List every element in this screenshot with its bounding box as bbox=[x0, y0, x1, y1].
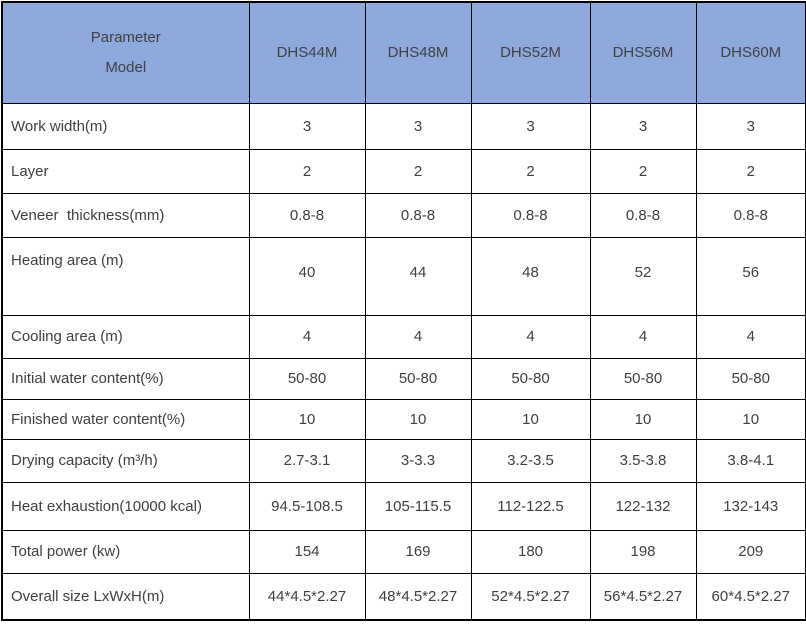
cell-value: 169 bbox=[364, 529, 472, 574]
row-label: Cooling area (m) bbox=[1, 314, 250, 359]
cell-value: 3.2-3.5 bbox=[470, 438, 591, 483]
row-label: Veneer thickness(mm) bbox=[1, 192, 250, 238]
table-row: Heat exhaustion(10000 kcal) 94.5-108.5 105… bbox=[1, 481, 806, 531]
cell-value: 44 bbox=[364, 236, 472, 316]
model-header-dhs56m: DHS56M bbox=[589, 1, 697, 104]
cell-value: 10 bbox=[695, 398, 806, 440]
cell-value: 10 bbox=[470, 398, 591, 440]
cell-value: 2 bbox=[589, 148, 697, 194]
cell-value: 52 bbox=[589, 236, 697, 316]
cell-value: 50-80 bbox=[695, 357, 806, 400]
cell-value: 209 bbox=[695, 529, 806, 574]
cell-value: 2.7-3.1 bbox=[248, 438, 366, 483]
model-header-dhs60m: DHS60M bbox=[695, 1, 806, 104]
table-row: Drying capacity (m³/h) 2.7-3.1 3-3.3 3.2-3.… bbox=[1, 438, 806, 483]
table-row: Layer 2 2 2 2 2 bbox=[1, 148, 806, 194]
cell-value: 3.8-4.1 bbox=[695, 438, 806, 483]
table-row: Heating area (m) 40 44 48 52 56 bbox=[1, 236, 806, 316]
table-row: Finished water content(%) 10 10 10 10 10 bbox=[1, 398, 806, 440]
cell-value: 0.8-8 bbox=[248, 192, 366, 238]
table-row: Veneer thickness(mm) 0.8-8 0.8-8 0.8-8 0.8-8… bbox=[1, 192, 806, 238]
model-header-dhs44m: DHS44M bbox=[248, 1, 366, 104]
cell-value: 0.8-8 bbox=[589, 192, 697, 238]
model-label: Model bbox=[105, 58, 147, 76]
row-label: Layer bbox=[1, 148, 250, 194]
cell-value: 56 bbox=[695, 236, 806, 316]
model-header-dhs52m: DHS52M bbox=[470, 1, 591, 104]
cell-value: 198 bbox=[589, 529, 697, 574]
model-header-dhs48m: DHS48M bbox=[364, 1, 472, 104]
cell-value: 2 bbox=[695, 148, 806, 194]
cell-value: 48 bbox=[470, 236, 591, 316]
table-row: Work width(m) 3 3 3 3 3 bbox=[1, 102, 806, 150]
row-label: Heating area (m) bbox=[1, 236, 250, 316]
cell-value: 105-115.5 bbox=[364, 481, 472, 531]
cell-value: 3 bbox=[248, 102, 366, 150]
table-row: Total power (kw) 154 169 180 198 209 bbox=[1, 529, 806, 574]
row-label: Heat exhaustion(10000 kcal) bbox=[1, 481, 250, 531]
cell-value: 112-122.5 bbox=[470, 481, 591, 531]
cell-value: 2 bbox=[470, 148, 591, 194]
cell-value: 52*4.5*2.27 bbox=[470, 572, 591, 621]
cell-value: 4 bbox=[248, 314, 366, 359]
row-label: Work width(m) bbox=[1, 102, 250, 150]
cell-value: 132-143 bbox=[695, 481, 806, 531]
cell-value: 2 bbox=[248, 148, 366, 194]
cell-value: 0.8-8 bbox=[470, 192, 591, 238]
cell-value: 44*4.5*2.27 bbox=[248, 572, 366, 621]
cell-value: 3-3.3 bbox=[364, 438, 472, 483]
cell-value: 10 bbox=[589, 398, 697, 440]
cell-value: 4 bbox=[470, 314, 591, 359]
cell-value: 94.5-108.5 bbox=[248, 481, 366, 531]
row-label: Overall size LxWxH(m) bbox=[1, 572, 250, 621]
cell-value: 50-80 bbox=[470, 357, 591, 400]
spec-table-body: Work width(m) 3 3 3 3 3 Layer 2 2 2 2 2 Veneer thick… bbox=[1, 102, 806, 621]
cell-value: 0.8-8 bbox=[364, 192, 472, 238]
table-row: Cooling area (m) 4 4 4 4 4 bbox=[1, 314, 806, 359]
cell-value: 10 bbox=[364, 398, 472, 440]
cell-value: 50-80 bbox=[364, 357, 472, 400]
cell-value: 48*4.5*2.27 bbox=[364, 572, 472, 621]
row-label: Drying capacity (m³/h) bbox=[1, 438, 250, 483]
row-label: Total power (kw) bbox=[1, 529, 250, 574]
cell-value: 40 bbox=[248, 236, 366, 316]
parameter-label: Parameter bbox=[90, 28, 161, 46]
cell-value: 56*4.5*2.27 bbox=[589, 572, 697, 621]
cell-value: 10 bbox=[248, 398, 366, 440]
cell-value: 4 bbox=[589, 314, 697, 359]
cell-value: 3 bbox=[695, 102, 806, 150]
cell-value: 3.5-3.8 bbox=[589, 438, 697, 483]
cell-value: 122-132 bbox=[589, 481, 697, 531]
table-row: Initial water content(%) 50-80 50-80 50-80 5… bbox=[1, 357, 806, 400]
cell-value: 3 bbox=[589, 102, 697, 150]
cell-value: 50-80 bbox=[248, 357, 366, 400]
cell-value: 50-80 bbox=[589, 357, 697, 400]
header-row: Parameter Model DHS44M DHS48M DHS52M DHS56M… bbox=[1, 1, 806, 104]
row-label: Finished water content(%) bbox=[1, 398, 250, 440]
cell-value: 154 bbox=[248, 529, 366, 574]
spec-table: Parameter Model DHS44M DHS48M DHS52M DHS56M… bbox=[1, 1, 806, 621]
cell-value: 3 bbox=[364, 102, 472, 150]
cell-value: 60*4.5*2.27 bbox=[695, 572, 806, 621]
cell-value: 4 bbox=[364, 314, 472, 359]
cell-value: 4 bbox=[695, 314, 806, 359]
parameter-model-header: Parameter Model bbox=[1, 1, 250, 104]
cell-value: 3 bbox=[470, 102, 591, 150]
table-row: Overall size LxWxH(m) 44*4.5*2.27 48*4.5*2… bbox=[1, 572, 806, 621]
row-label: Initial water content(%) bbox=[1, 357, 250, 400]
cell-value: 180 bbox=[470, 529, 591, 574]
cell-value: 0.8-8 bbox=[695, 192, 806, 238]
cell-value: 2 bbox=[364, 148, 472, 194]
